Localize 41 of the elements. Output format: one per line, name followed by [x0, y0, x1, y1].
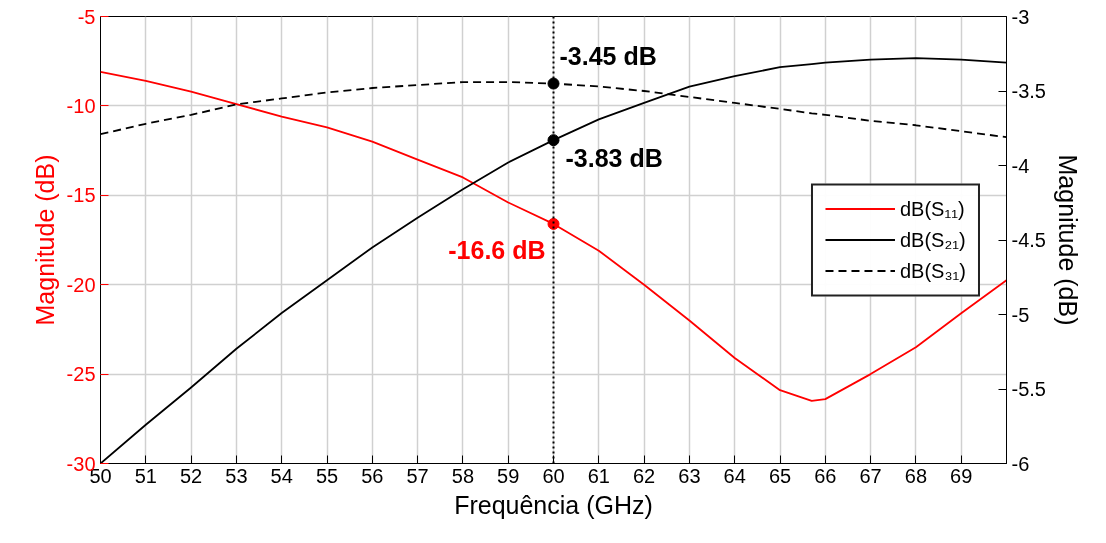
x-tick-label: 63	[678, 464, 701, 487]
y2-tick-label: -4.5	[1011, 229, 1046, 251]
y2-tick-label: -3.5	[1011, 80, 1046, 102]
x-tick-label: 61	[587, 464, 610, 487]
x-tick-label: 64	[723, 464, 746, 487]
data-label: -3.45 dB	[559, 41, 657, 70]
x-tick-label: 53	[225, 464, 248, 487]
x-tick-label: 56	[361, 464, 384, 487]
x-tick-label: 66	[814, 464, 837, 487]
x-tick-label: 51	[134, 464, 157, 487]
x-tick-label: 52	[179, 464, 203, 487]
x-tick-label: 69	[950, 464, 973, 487]
x-tick-label: 67	[859, 464, 882, 487]
x-axis-title: Frequência (GHz)	[454, 490, 653, 519]
x-tick-label: 57	[406, 464, 429, 487]
x-tick-label: 62	[632, 464, 656, 487]
y2-tick-label: -5	[1011, 303, 1030, 326]
x-tick-label: 55	[315, 464, 339, 487]
x-tick-label: 68	[904, 464, 928, 487]
y-tick-label: -20	[66, 273, 96, 296]
data-label: -3.83 dB	[565, 144, 663, 173]
x-tick-label: 65	[768, 464, 792, 487]
y-tick-label: -5	[77, 5, 96, 28]
data-label: -16.6 dB	[448, 235, 546, 264]
y-axis-title: Magnitude (dB)	[30, 154, 59, 326]
y-tick-label: -15	[66, 184, 96, 207]
legend-label: dB(S₃₁)	[899, 259, 966, 282]
y-tick-label: -25	[66, 363, 96, 386]
legend-label: dB(S₁₁)	[899, 197, 965, 220]
y-tick-label: -10	[66, 94, 96, 117]
y2-tick-label: -5.5	[1011, 378, 1046, 400]
x-tick-label: 60	[542, 464, 565, 487]
y2-tick-label: -4	[1011, 154, 1030, 177]
x-tick-label: 59	[497, 464, 520, 487]
y2-tick-label: -6	[1011, 452, 1030, 475]
x-tick-label: 54	[270, 464, 293, 487]
line-series	[100, 71, 1007, 402]
x-tick-label: 58	[451, 464, 475, 487]
y2-tick-label: -3	[1011, 5, 1030, 28]
y2-axis-title: Magnitude (dB)	[1053, 154, 1082, 326]
legend-label: dB(S₂₁)	[899, 228, 966, 251]
